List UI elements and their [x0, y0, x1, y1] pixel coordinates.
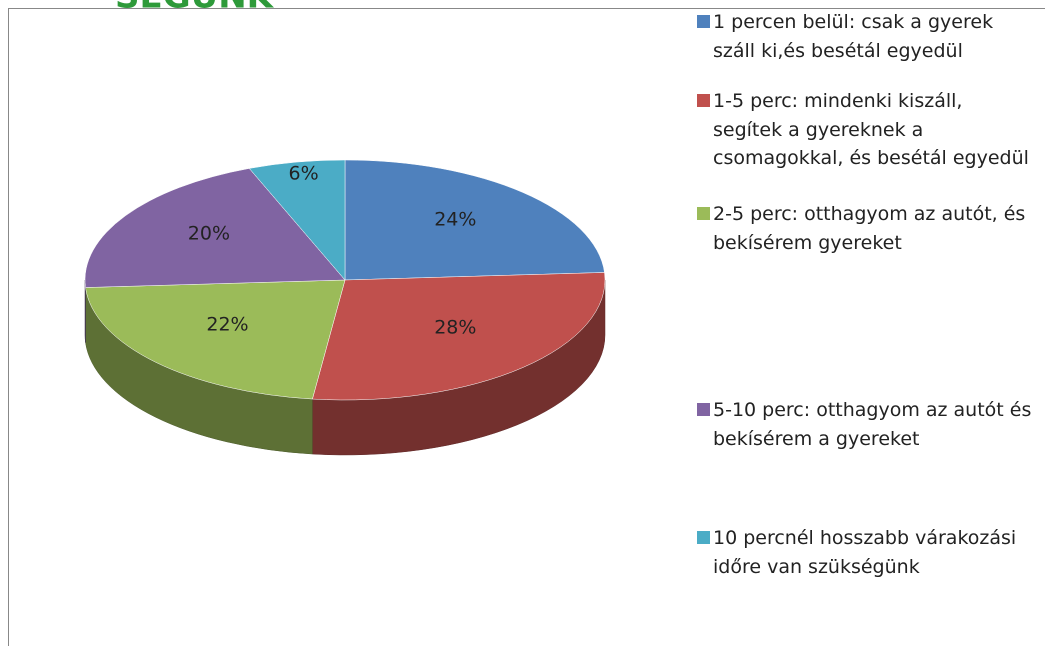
data-label: 28%: [434, 317, 476, 339]
legend-swatch: [697, 15, 710, 28]
legend-item: 1-5 perc: mindenki kiszáll, segítek a gy…: [697, 87, 1032, 173]
pie-tops: [84, 159, 606, 401]
legend-label: 10 percnél hosszabb várakozási időre van…: [713, 527, 1017, 578]
legend-swatch: [697, 403, 710, 416]
data-label: 24%: [434, 208, 476, 230]
slice: [84, 168, 346, 288]
slice: [312, 272, 606, 401]
legend-label: 1 percen belül: csak a gyerek száll ki,é…: [713, 11, 994, 62]
slice-side: [84, 279, 86, 343]
legend-item: 5-10 perc: otthagyom az autót és bekísér…: [697, 396, 1032, 453]
legend-label: 5-10 perc: otthagyom az autót és bekísér…: [713, 399, 1032, 450]
legend-label: 2-5 perc: otthagyom az autót, és bekísér…: [713, 203, 1026, 254]
legend-swatch: [697, 94, 710, 107]
data-label: 6%: [289, 162, 319, 184]
legend-swatch: [697, 531, 710, 544]
slice: [344, 159, 605, 281]
data-label: 22%: [206, 313, 248, 335]
legend-item: 10 percnél hosszabb várakozási időre van…: [697, 524, 1032, 581]
legend-swatch: [697, 207, 710, 220]
slice: [85, 279, 346, 400]
legend-item: 1 percen belül: csak a gyerek száll ki,é…: [697, 8, 1032, 65]
pie-labels: 24% 28% 22% 20% 6%: [188, 162, 477, 338]
legend-label: 1-5 perc: mindenki kiszáll, segítek a gy…: [713, 90, 1029, 169]
pie: 24% 28% 22% 20% 6%: [84, 159, 606, 456]
legend-item: 2-5 perc: otthagyom az autót, és bekísér…: [697, 200, 1032, 257]
slice: [248, 159, 346, 281]
data-label: 20%: [188, 223, 230, 245]
